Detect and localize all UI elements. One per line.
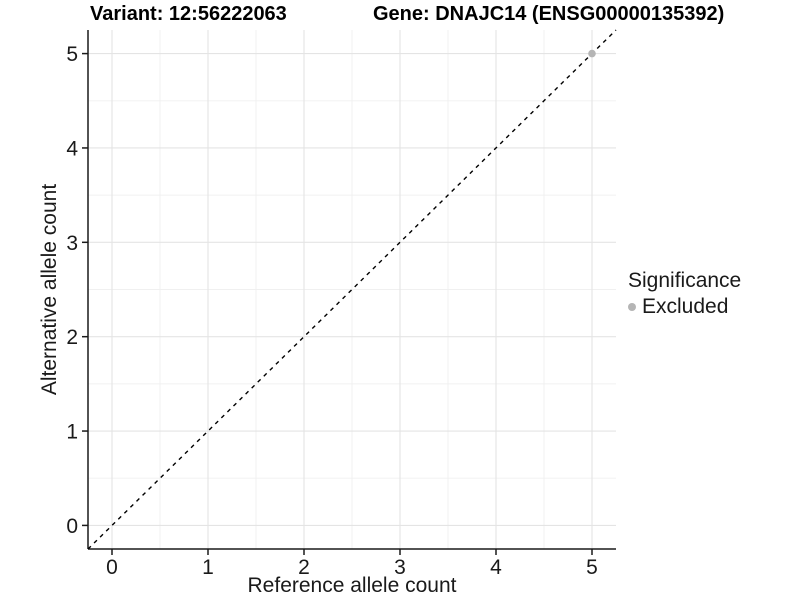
x-axis-label: Reference allele count [248, 574, 457, 597]
x-tick-label: 2 [298, 556, 310, 579]
legend-item-excluded: Excluded [628, 295, 741, 319]
data-point-excluded [588, 49, 596, 58]
y-tick-label: 2 [66, 326, 78, 349]
y-tick-labels: 0 1 2 3 4 5 [66, 43, 78, 538]
y-tick-label: 3 [66, 232, 78, 255]
legend-title: Significance [628, 269, 742, 292]
x-tick-label: 3 [394, 556, 406, 579]
major-gridlines [88, 30, 616, 549]
y-tick-label: 0 [66, 515, 78, 538]
axis-ticks [82, 52, 593, 555]
legend-point-icon [628, 303, 636, 311]
minor-gridlines [88, 30, 616, 549]
axis-lines [87, 30, 616, 550]
x-tick-label: 4 [490, 556, 502, 579]
legend: Significance Excluded [628, 269, 741, 319]
x-tick-label: 1 [202, 556, 214, 579]
x-tick-label: 5 [586, 556, 598, 579]
x-tick-labels: 0 1 2 3 4 5 [106, 556, 598, 579]
y-tick-label: 1 [66, 421, 78, 444]
y-tick-label: 5 [66, 43, 78, 66]
gene-title: Gene: DNAJC14 (ENSG00000135392) [373, 3, 725, 25]
legend-item-label: Excluded [642, 295, 729, 318]
data-points [588, 49, 596, 58]
x-tick-label: 0 [106, 556, 118, 579]
y-tick-label: 4 [66, 137, 78, 160]
variant-title: Variant: 12:56222063 [90, 3, 287, 25]
y-axis-label: Alternative allele count [38, 184, 61, 395]
